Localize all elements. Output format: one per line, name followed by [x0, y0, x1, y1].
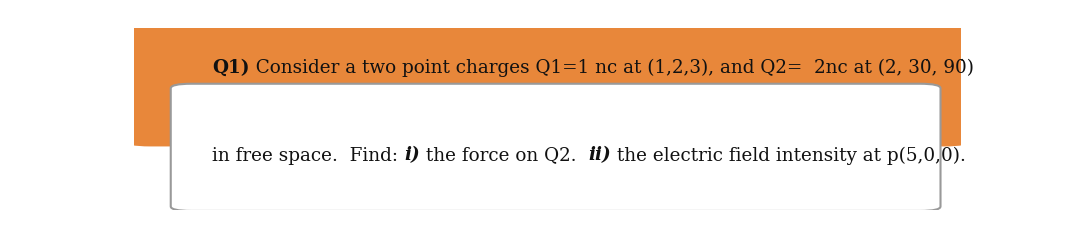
Text: i): i) [404, 147, 420, 164]
Text: the electric field intensity at p(5,0,0).: the electric field intensity at p(5,0,0)… [611, 146, 965, 165]
Text: in free space.  Find:: in free space. Find: [213, 147, 404, 164]
Text: ii): ii) [588, 147, 611, 164]
FancyBboxPatch shape [125, 26, 970, 146]
Text: the force on Q2.: the force on Q2. [420, 147, 588, 164]
Text: Q1): Q1) [213, 59, 250, 77]
Text: Consider a two point charges Q1=1 nc at (1,2,3), and Q2=  2nc at (2, 30̇, 90̇): Consider a two point charges Q1=1 nc at … [244, 59, 974, 77]
FancyBboxPatch shape [171, 84, 941, 211]
